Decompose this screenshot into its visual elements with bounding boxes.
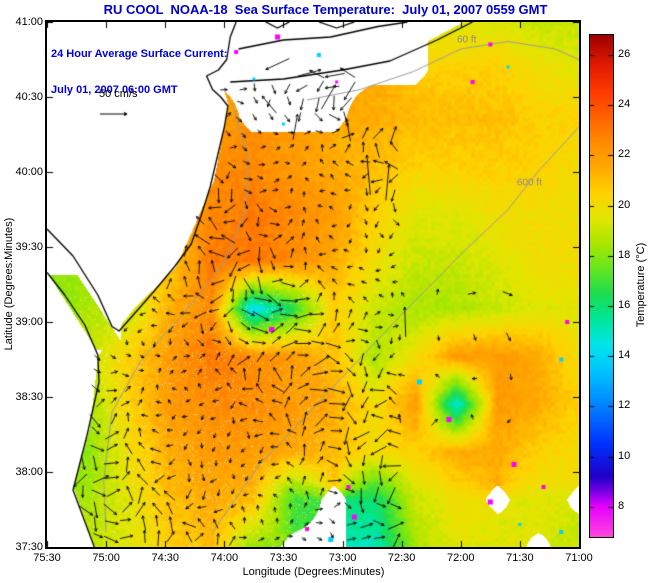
x-axis-label: Longitude (Degrees:Minutes) [242,566,385,578]
x-tick-label: 72:00 [447,552,475,564]
colorbar-tick-label: 22 [618,147,631,160]
colorbar-tick-label: 24 [618,97,631,110]
x-tick-label: 71:30 [506,552,534,564]
y-tick-label: 40:30 [15,91,43,103]
annotation-line2: July 01, 2007 06:00 GMT [51,84,178,96]
colorbar-label: Temperature (°C) [635,242,647,328]
y-tick-label: 38:30 [15,391,43,403]
colorbar-tick-label: 8 [618,499,625,512]
y-tick-label: 41:00 [15,16,43,28]
x-tick-label: 75:30 [33,552,61,564]
colorbar-tick-label: 18 [618,248,631,261]
map-plot-area: 24 Hour Average Surface Current: July 01… [45,20,581,549]
colorbar-tick-label: 20 [618,198,631,211]
y-axis-label: Latitude (Degrees:Minutes) [3,217,15,351]
x-tick-label: 71:00 [565,552,593,564]
x-tick-label: 74:00 [210,552,239,564]
colorbar-canvas [590,35,613,537]
x-tick-label: 74:30 [151,552,179,564]
colorbar-tick-label: 14 [618,348,631,361]
annotation-line1: 24 Hour Average Surface Current: [51,48,228,60]
page-title: RU COOL NOAA-18 Sea Surface Temperature:… [103,2,548,17]
x-tick-label: 73:00 [328,552,357,564]
current-scale-label: 50 cm/s [99,88,138,100]
colorbar-tick-label: 10 [618,449,631,462]
colorbar-tick-label: 12 [618,398,631,411]
y-tick-label: 38:00 [15,466,43,478]
colorbar-tick-label: 16 [618,298,631,311]
bathymetry-label: 60 ft [456,34,477,46]
colorbar [589,34,614,538]
x-tick-label: 73:30 [269,552,298,564]
x-tick-label: 75:00 [92,552,120,564]
y-tick-label: 37:30 [15,541,43,553]
y-tick-label: 39:30 [15,241,43,253]
y-tick-label: 39:00 [15,316,43,328]
colorbar-tick-label: 26 [618,47,631,60]
surface-current-annotation: 24 Hour Average Surface Current: July 01… [51,24,227,120]
bathymetry-label: 600 ft [516,177,542,188]
x-tick-label: 72:30 [387,552,416,564]
y-tick-label: 40:00 [15,166,43,178]
sst-field-canvas [47,22,579,547]
